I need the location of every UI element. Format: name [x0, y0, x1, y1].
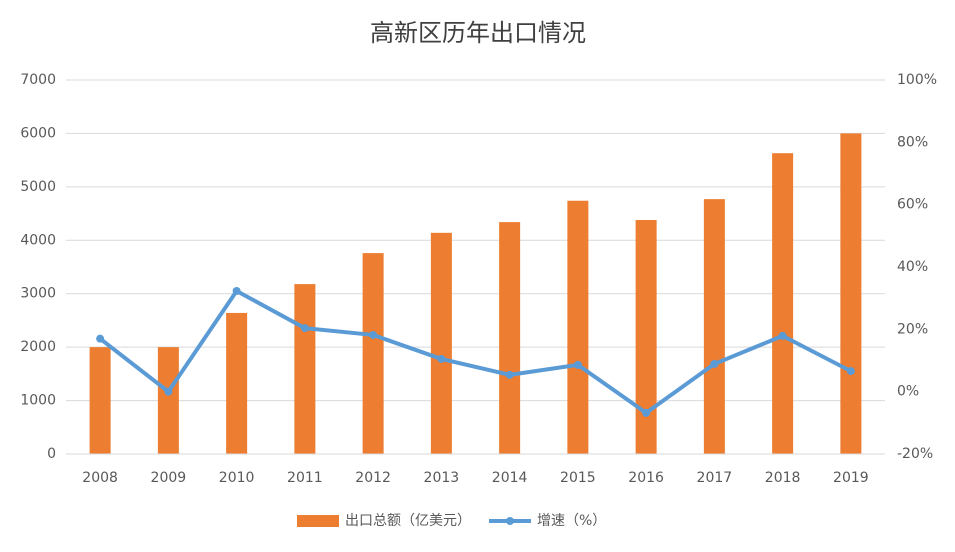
line-marker	[710, 359, 719, 368]
legend-swatch-marker	[506, 517, 514, 525]
line	[98, 288, 852, 415]
y-tick-label: 1000	[20, 393, 56, 409]
bar	[635, 219, 657, 454]
chart-title: 高新区历年出口情况	[370, 19, 586, 47]
x-tick-label: 2017	[697, 470, 733, 486]
line-marker	[642, 408, 651, 417]
bar	[362, 253, 384, 454]
line-marker	[505, 370, 514, 379]
line-marker	[437, 354, 446, 363]
line-marker	[164, 387, 173, 396]
x-tick-label: 2016	[628, 470, 664, 486]
bar	[294, 284, 316, 454]
y2-tick-label: -20%	[897, 446, 933, 462]
y-tick-label: 5000	[20, 179, 56, 195]
x-tick-label: 2011	[287, 470, 323, 486]
line-marker	[96, 334, 105, 343]
y-tick-label: 6000	[20, 125, 56, 141]
x-tick-label: 2014	[492, 470, 528, 486]
y-tick-label: 0	[47, 446, 56, 462]
bar	[499, 222, 521, 454]
y2-tick-label: 40%	[897, 259, 928, 275]
line-marker	[300, 324, 309, 333]
y-tick-label: 3000	[20, 286, 56, 302]
y2-tick-label: 0%	[897, 384, 919, 400]
line-marker	[369, 330, 378, 339]
y2-tick-label: 60%	[897, 197, 928, 213]
x-tick-label: 2013	[424, 470, 460, 486]
x-tick-label: 2009	[151, 470, 187, 486]
x-tick-label: 2012	[355, 470, 391, 486]
legend-label: 增速（%）	[537, 513, 606, 529]
line-marker	[573, 360, 582, 369]
x-tick-label: 2010	[219, 470, 255, 486]
bar	[226, 312, 248, 454]
legend-swatch	[297, 515, 339, 527]
line-marker	[846, 367, 855, 376]
bar	[840, 133, 862, 454]
bar	[567, 200, 589, 454]
x-tick-label: 2008	[82, 470, 118, 486]
y2-tick-label: 20%	[897, 321, 928, 337]
line-marker	[778, 331, 787, 340]
x-tick-label: 2018	[765, 470, 801, 486]
bar	[157, 347, 179, 454]
y2-tick-label: 100%	[897, 72, 937, 88]
x-tick-label: 2015	[560, 470, 596, 486]
y-tick-label: 2000	[20, 339, 56, 355]
bar	[772, 153, 794, 454]
legend-label: 出口总额（亿美元）	[345, 513, 471, 529]
line-marker	[232, 286, 241, 295]
bar	[89, 347, 111, 454]
y-tick-label: 4000	[20, 232, 56, 248]
y2-tick-label: 80%	[897, 134, 928, 150]
x-tick-label: 2019	[833, 470, 869, 486]
bar	[703, 199, 725, 454]
y-tick-label: 7000	[20, 72, 56, 88]
bar	[430, 232, 452, 454]
